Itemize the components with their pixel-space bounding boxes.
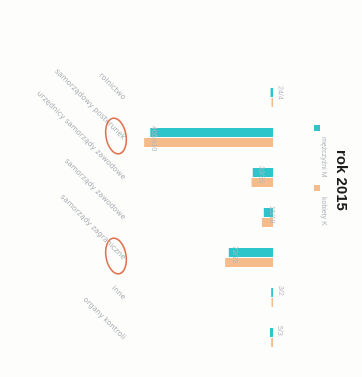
legend-label-k: kobiety K — [320, 197, 327, 226]
legend-swatch-k — [314, 185, 320, 191]
category-label-5: inne — [110, 284, 128, 302]
data-label-5: 3/2 — [277, 286, 284, 296]
category-label-1: samorządowy posterunek — [53, 67, 128, 142]
data-label-0: 24/4 — [277, 86, 284, 100]
bar-m-2 — [252, 168, 273, 177]
annotations — [104, 117, 128, 275]
chart-title: rok 2015 — [333, 150, 350, 211]
category-label-4: samorządy zagraniczne — [59, 192, 128, 261]
data-label-4: 72/78 — [231, 246, 238, 264]
bar-k-4 — [225, 258, 273, 267]
bar-m-4 — [228, 248, 273, 257]
bar-k-2 — [251, 178, 273, 187]
data-label-2: 33/35 — [258, 166, 265, 184]
legend: mężczyźni M kobiety K — [314, 125, 327, 226]
bars-group: 24/4 405/410 33/35 15/18 72/78 3/2 5/3 — [144, 86, 284, 347]
data-label-3: 15/18 — [268, 206, 275, 224]
bar-k-0 — [271, 98, 273, 107]
data-label-1: 405/410 — [150, 126, 157, 151]
bar-m-6 — [269, 328, 273, 337]
bar-m-0 — [270, 88, 273, 97]
legend-swatch-m — [314, 125, 320, 131]
category-label-0: rolnictwo — [97, 71, 128, 102]
bar-m-3 — [263, 208, 273, 217]
bar-m-5 — [271, 288, 273, 297]
hand-drawn-circle-4 — [104, 237, 128, 275]
bar-k-5 — [271, 298, 273, 307]
hand-drawn-circle-1 — [104, 117, 128, 155]
bar-m-1 — [150, 128, 273, 137]
bar-k-3 — [261, 218, 273, 227]
data-label-6: 5/3 — [276, 326, 283, 336]
legend-label-m: mężczyźni M — [320, 137, 327, 178]
bar-k-1 — [144, 138, 273, 147]
category-label-6: organy kontroli — [82, 295, 128, 341]
bar-k-6 — [271, 338, 273, 347]
